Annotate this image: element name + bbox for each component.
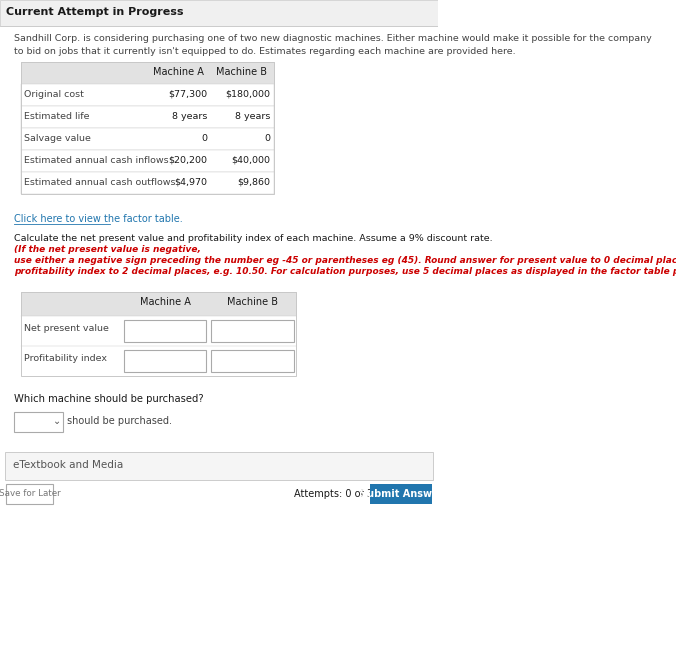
Text: Machine B: Machine B	[227, 297, 278, 307]
Text: Profitability index: Profitability index	[24, 354, 107, 363]
Text: 0: 0	[201, 134, 208, 143]
Text: $20,200: $20,200	[168, 156, 208, 165]
Text: 8 years: 8 years	[172, 112, 208, 121]
Text: Sandhill Corp. is considering purchasing one of two new diagnostic machines. Eit: Sandhill Corp. is considering purchasing…	[14, 34, 652, 43]
Bar	[370, 484, 433, 504]
Text: Attempts: 0 of 3 used: Attempts: 0 of 3 used	[293, 489, 400, 499]
Text: Machine A: Machine A	[153, 67, 204, 77]
Text: Machine B: Machine B	[216, 67, 267, 77]
Text: $4,970: $4,970	[174, 178, 208, 187]
Text: Salvage value: Salvage value	[24, 134, 91, 143]
Text: $77,300: $77,300	[168, 90, 208, 99]
Bar	[21, 150, 274, 172]
Text: Calculate the net present value and profitability index of each machine. Assume : Calculate the net present value and prof…	[14, 234, 493, 243]
Text: 8 years: 8 years	[235, 112, 270, 121]
Bar	[21, 316, 296, 346]
Text: Estimated annual cash outflows: Estimated annual cash outflows	[24, 178, 176, 187]
Text: Original cost: Original cost	[24, 90, 84, 99]
Bar	[21, 292, 296, 316]
Text: Net present value: Net present value	[24, 324, 109, 333]
Bar	[124, 350, 206, 372]
Bar	[21, 84, 274, 106]
Bar	[21, 172, 274, 194]
Text: $40,000: $40,000	[231, 156, 270, 165]
Bar	[21, 62, 274, 194]
Text: profitability index to 2 decimal places, e.g. 10.50. For calculation purposes, u: profitability index to 2 decimal places,…	[14, 267, 676, 276]
Bar	[5, 452, 433, 480]
Bar	[21, 346, 296, 376]
Bar	[212, 320, 293, 342]
Text: use either a negative sign preceding the number eg -45 or parentheses eg (45). R: use either a negative sign preceding the…	[14, 256, 676, 265]
Bar	[124, 320, 206, 342]
Bar	[21, 128, 274, 150]
Text: (If the net present value is negative,: (If the net present value is negative,	[14, 245, 201, 254]
Bar	[21, 62, 274, 84]
Text: $180,000: $180,000	[225, 90, 270, 99]
Bar	[21, 292, 296, 376]
Text: Submit Answer: Submit Answer	[360, 489, 443, 499]
Text: Estimated annual cash inflows: Estimated annual cash inflows	[24, 156, 168, 165]
Bar	[7, 484, 53, 504]
Bar	[21, 106, 274, 128]
Text: Machine A: Machine A	[139, 297, 191, 307]
Text: Current Attempt in Progress: Current Attempt in Progress	[7, 7, 184, 17]
Text: eTextbook and Media: eTextbook and Media	[13, 460, 123, 470]
Bar	[14, 412, 63, 432]
Text: ⌄: ⌄	[53, 416, 62, 426]
Bar	[0, 0, 438, 26]
Text: 0: 0	[264, 134, 270, 143]
Text: $9,860: $9,860	[237, 178, 270, 187]
Text: should be purchased.: should be purchased.	[67, 416, 172, 426]
Text: Which machine should be purchased?: Which machine should be purchased?	[14, 394, 204, 404]
Text: Save for Later: Save for Later	[0, 489, 61, 498]
Bar	[212, 350, 293, 372]
Text: to bid on jobs that it currently isn't equipped to do. Estimates regarding each : to bid on jobs that it currently isn't e…	[14, 47, 516, 56]
Text: Estimated life: Estimated life	[24, 112, 89, 121]
Text: Click here to view the factor table.: Click here to view the factor table.	[14, 214, 183, 224]
